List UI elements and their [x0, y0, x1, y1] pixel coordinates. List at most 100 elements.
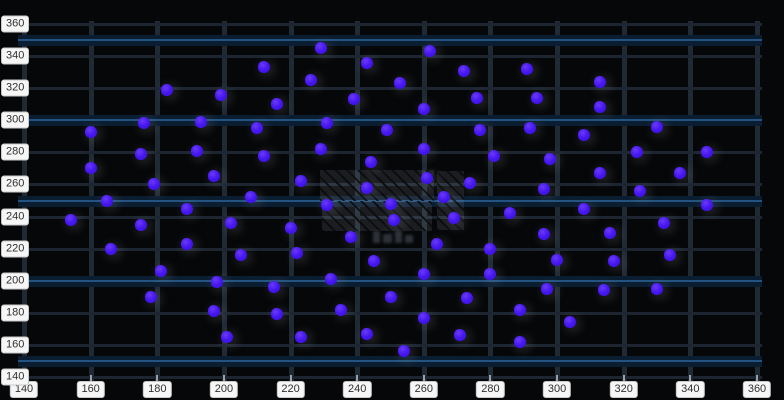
data-point[interactable] — [651, 282, 664, 295]
data-point[interactable] — [161, 83, 174, 96]
data-point[interactable] — [321, 117, 334, 130]
data-point[interactable] — [437, 191, 450, 204]
data-point[interactable] — [541, 282, 554, 295]
data-point[interactable] — [524, 122, 537, 135]
data-point[interactable] — [211, 276, 224, 289]
data-point[interactable] — [361, 56, 374, 69]
data-point[interactable] — [364, 155, 377, 168]
data-point[interactable] — [417, 103, 430, 116]
data-point[interactable] — [577, 128, 590, 141]
data-point[interactable] — [384, 197, 397, 210]
data-point[interactable] — [387, 213, 400, 226]
data-point[interactable] — [214, 88, 227, 101]
data-point[interactable] — [484, 242, 497, 255]
data-point[interactable] — [147, 178, 160, 191]
data-point[interactable] — [321, 199, 334, 212]
data-point[interactable] — [101, 194, 114, 207]
data-point[interactable] — [454, 329, 467, 342]
data-point[interactable] — [207, 305, 220, 318]
data-point[interactable] — [597, 284, 610, 297]
data-point[interactable] — [474, 123, 487, 136]
data-point[interactable] — [194, 115, 207, 128]
data-point[interactable] — [384, 290, 397, 303]
data-point[interactable] — [244, 191, 257, 204]
data-point[interactable] — [514, 303, 527, 316]
data-point[interactable] — [607, 255, 620, 268]
data-point[interactable] — [594, 167, 607, 180]
data-point[interactable] — [257, 61, 270, 74]
data-point[interactable] — [381, 123, 394, 136]
data-point[interactable] — [267, 281, 280, 294]
data-point[interactable] — [634, 184, 647, 197]
data-point[interactable] — [417, 143, 430, 156]
data-point[interactable] — [347, 93, 360, 106]
data-point[interactable] — [531, 91, 544, 104]
data-point[interactable] — [424, 45, 437, 58]
data-point[interactable] — [191, 144, 204, 157]
data-point[interactable] — [604, 226, 617, 239]
data-point[interactable] — [484, 268, 497, 281]
data-point[interactable] — [544, 152, 557, 165]
data-point[interactable] — [551, 253, 564, 266]
data-point[interactable] — [344, 231, 357, 244]
data-point[interactable] — [137, 117, 150, 130]
data-point[interactable] — [487, 149, 500, 162]
data-point[interactable] — [251, 122, 264, 135]
data-point[interactable] — [701, 146, 714, 159]
data-point[interactable] — [291, 247, 304, 260]
data-point[interactable] — [471, 91, 484, 104]
data-point[interactable] — [144, 290, 157, 303]
data-point[interactable] — [334, 303, 347, 316]
data-point[interactable] — [594, 75, 607, 88]
data-point[interactable] — [294, 330, 307, 343]
data-point[interactable] — [284, 221, 297, 234]
data-point[interactable] — [154, 265, 167, 278]
data-point[interactable] — [431, 237, 444, 250]
data-point[interactable] — [421, 172, 434, 185]
data-point[interactable] — [514, 335, 527, 348]
data-point[interactable] — [367, 255, 380, 268]
data-point[interactable] — [134, 218, 147, 231]
data-point[interactable] — [674, 167, 687, 180]
data-point[interactable] — [537, 228, 550, 241]
data-point[interactable] — [594, 101, 607, 114]
data-point[interactable] — [537, 183, 550, 196]
data-point[interactable] — [221, 330, 234, 343]
data-point[interactable] — [257, 149, 270, 162]
data-point[interactable] — [181, 237, 194, 250]
data-point[interactable] — [394, 77, 407, 90]
data-point[interactable] — [224, 216, 237, 229]
data-point[interactable] — [651, 120, 664, 133]
data-point[interactable] — [104, 242, 117, 255]
data-point[interactable] — [504, 207, 517, 220]
data-point[interactable] — [447, 212, 460, 225]
data-point[interactable] — [361, 181, 374, 194]
data-point[interactable] — [464, 176, 477, 189]
data-point[interactable] — [294, 175, 307, 188]
data-point[interactable] — [631, 146, 644, 159]
data-point[interactable] — [134, 147, 147, 160]
data-point[interactable] — [84, 125, 97, 138]
data-point[interactable] — [234, 249, 247, 262]
data-point[interactable] — [314, 42, 327, 55]
data-point[interactable] — [564, 316, 577, 329]
data-point[interactable] — [397, 345, 410, 358]
data-point[interactable] — [64, 213, 77, 226]
data-point[interactable] — [657, 216, 670, 229]
data-point[interactable] — [361, 327, 374, 340]
data-point[interactable] — [461, 292, 474, 305]
data-point[interactable] — [304, 74, 317, 87]
data-point[interactable] — [417, 268, 430, 281]
data-point[interactable] — [324, 273, 337, 286]
data-point[interactable] — [207, 170, 220, 183]
data-point[interactable] — [577, 202, 590, 215]
data-point[interactable] — [521, 62, 534, 75]
data-point[interactable] — [457, 64, 470, 77]
data-point[interactable] — [314, 143, 327, 156]
data-point[interactable] — [664, 249, 677, 262]
data-point[interactable] — [84, 162, 97, 175]
data-point[interactable] — [271, 98, 284, 111]
data-point[interactable] — [417, 311, 430, 324]
data-point[interactable] — [181, 202, 194, 215]
data-point[interactable] — [271, 308, 284, 321]
